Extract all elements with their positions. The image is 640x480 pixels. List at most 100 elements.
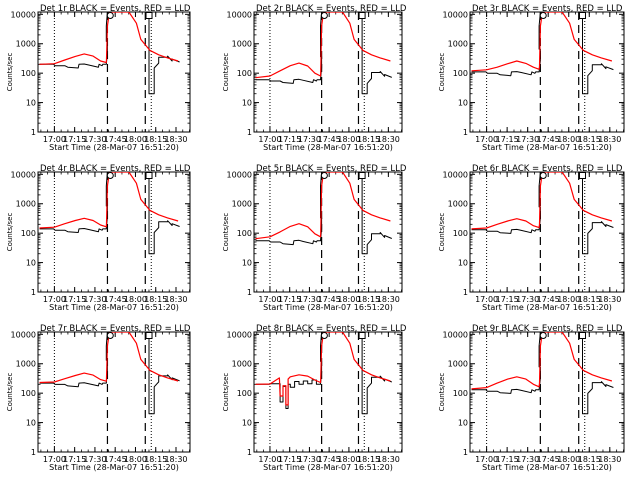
series-lld-line — [39, 12, 179, 65]
y-tick-label: 1000 — [232, 40, 252, 49]
plot-frame — [469, 11, 625, 133]
series-group — [39, 172, 180, 255]
series-lld-line — [255, 332, 391, 406]
x-tick-label: 18:15 — [144, 135, 167, 144]
x-tick-label: 18:15 — [144, 295, 167, 304]
series-events-line — [471, 332, 614, 415]
x-tick-label: 17:15 — [63, 135, 86, 144]
square-marker — [358, 172, 366, 179]
x-tick-label: 17:45 — [537, 135, 560, 144]
x-axis-label: Start Time (28-Mar-07 16:51:20) — [263, 303, 393, 312]
x-tick-label: 18:30 — [377, 455, 400, 464]
x-tick-label: 17:45 — [104, 455, 127, 464]
x-tick-label: 17:15 — [278, 295, 301, 304]
series-events-line — [471, 12, 614, 95]
y-tick-label: 10000 — [227, 170, 252, 179]
y-tick-label: 1 — [31, 128, 36, 137]
x-tick-label: 17:00 — [475, 135, 498, 144]
x-tick-label: 18:15 — [144, 455, 167, 464]
y-tick-label: 1 — [247, 128, 252, 137]
series-group — [39, 332, 180, 415]
panel-title: Det 1r BLACK = Events, RED = LLD — [40, 4, 191, 14]
panel-det-7: Det 7r BLACK = Events, RED = LLD 1 10 100 10… — [6, 324, 191, 472]
plot-frame — [469, 171, 625, 293]
y-tick-label: 100 — [453, 229, 468, 238]
square-marker — [578, 332, 586, 339]
y-tick-label: 10000 — [227, 330, 252, 339]
x-tick-label: 18:30 — [598, 295, 621, 304]
square-marker — [358, 332, 366, 339]
x-tick-label: 18:00 — [557, 135, 580, 144]
y-tick-label: 1000 — [232, 360, 252, 369]
y-axis-label: Counts/sec — [222, 53, 230, 92]
panel-title: Det 3r BLACK = Events, RED = LLD — [472, 4, 623, 14]
y-axis-label: Counts/sec — [438, 213, 446, 252]
series-events-line — [255, 12, 392, 95]
y-tick-label: 100 — [21, 389, 36, 398]
y-tick-label: 1000 — [448, 40, 468, 49]
y-axis-label: Counts/sec — [438, 53, 446, 92]
x-tick-label: 17:30 — [298, 455, 321, 464]
y-tick-label: 100 — [453, 69, 468, 78]
y-tick-label: 1 — [247, 288, 252, 297]
x-tick-label: 18:30 — [377, 135, 400, 144]
x-tick-label: 18:00 — [124, 135, 147, 144]
series-events-line — [39, 172, 180, 255]
circle-marker — [320, 332, 328, 339]
square-marker — [578, 172, 586, 179]
series-lld-line — [471, 332, 613, 390]
circle-marker — [106, 172, 114, 179]
series-group — [471, 12, 614, 95]
y-axis-label: Counts/sec — [6, 213, 14, 252]
circle-marker — [106, 332, 114, 339]
series-lld-line — [255, 12, 391, 79]
y-tick-label: 10000 — [443, 170, 468, 179]
y-tick-label: 10 — [26, 259, 36, 268]
plot-frame — [37, 331, 191, 453]
series-group — [471, 332, 614, 415]
panel-title: Det 6r BLACK = Events, RED = LLD — [472, 164, 623, 174]
circle-marker — [320, 172, 328, 179]
x-tick-label: 17:30 — [298, 135, 321, 144]
x-tick-label: 18:00 — [557, 455, 580, 464]
x-tick-label: 18:00 — [124, 295, 147, 304]
plot-frame — [37, 11, 191, 133]
x-axis-label: Start Time (28-Mar-07 16:51:20) — [49, 143, 179, 152]
x-tick-label: 17:30 — [83, 295, 106, 304]
y-tick-label: 10 — [458, 419, 468, 428]
y-tick-label: 10000 — [11, 330, 36, 339]
y-tick-label: 10000 — [443, 10, 468, 19]
x-axis-label: Start Time (28-Mar-07 16:51:20) — [49, 463, 179, 472]
x-tick-label: 18:15 — [357, 295, 380, 304]
y-tick-label: 1000 — [16, 360, 36, 369]
panel-det-8: Det 8r BLACK = Events, RED = LLD 1 10 100 10… — [222, 324, 407, 472]
x-tick-label: 17:30 — [516, 455, 539, 464]
x-tick-label: 17:15 — [278, 135, 301, 144]
y-tick-label: 10 — [242, 99, 252, 108]
x-tick-label: 17:15 — [63, 295, 86, 304]
y-tick-label: 1 — [463, 288, 468, 297]
circle-marker — [539, 332, 547, 339]
x-tick-label: 18:15 — [357, 135, 380, 144]
x-tick-label: 18:30 — [598, 455, 621, 464]
square-marker — [145, 12, 153, 19]
x-tick-label: 17:00 — [475, 455, 498, 464]
circle-marker — [539, 172, 547, 179]
x-tick-label: 17:00 — [475, 295, 498, 304]
x-tick-label: 17:45 — [104, 135, 127, 144]
x-tick-label: 17:00 — [43, 135, 66, 144]
x-axis-label: Start Time (28-Mar-07 16:51:20) — [49, 303, 179, 312]
panel-title: Det 8r BLACK = Events, RED = LLD — [256, 324, 407, 334]
x-axis-label: Start Time (28-Mar-07 16:51:20) — [482, 463, 612, 472]
x-tick-label: 17:00 — [43, 295, 66, 304]
series-lld-line — [471, 172, 613, 230]
x-axis-label: Start Time (28-Mar-07 16:51:20) — [482, 303, 612, 312]
y-tick-label: 1 — [463, 128, 468, 137]
panel-title: Det 2r BLACK = Events, RED = LLD — [256, 4, 407, 14]
series-group — [255, 332, 392, 415]
y-tick-label: 10 — [458, 259, 468, 268]
x-tick-label: 17:45 — [104, 295, 127, 304]
x-tick-label: 18:15 — [357, 455, 380, 464]
y-tick-label: 100 — [453, 389, 468, 398]
x-tick-label: 17:00 — [43, 455, 66, 464]
